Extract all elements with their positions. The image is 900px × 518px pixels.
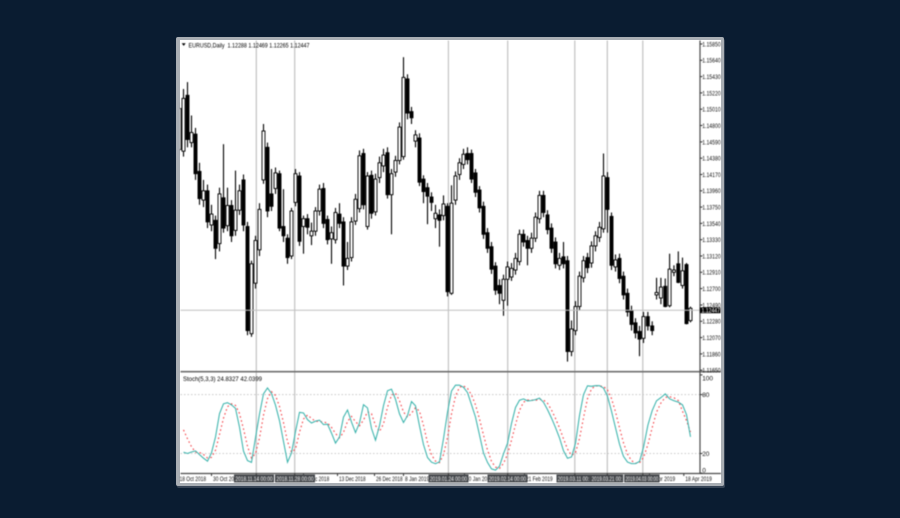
- svg-text:18 Oct 2018: 18 Oct 2018: [180, 476, 206, 483]
- svg-text:1.15220: 1.15220: [702, 90, 721, 97]
- svg-text:1.12700: 1.12700: [702, 286, 721, 293]
- svg-text:1.12280: 1.12280: [702, 319, 721, 326]
- svg-text:1.15010: 1.15010: [702, 107, 721, 114]
- svg-text:6 Dec 2018: 6 Dec 2018: [305, 476, 329, 483]
- svg-text:1.11650: 1.11650: [702, 368, 721, 375]
- svg-text:13 Dec 2018: 13 Dec 2018: [339, 476, 366, 483]
- svg-text:26 Dec 2018: 26 Dec 2018: [376, 476, 403, 483]
- svg-text:30 Jan 2019: 30 Jan 2019: [466, 476, 493, 483]
- svg-text:2019.04.03 00:00: 2019.04.03 00:00: [625, 476, 658, 483]
- svg-text:2019.02.14 00:00: 2019.02.14 00:00: [488, 476, 526, 483]
- svg-text:2018.11.14 00:00: 2018.11.14 00:00: [235, 476, 273, 483]
- svg-text:2019.03.11 00:: 2019.03.11 00:: [557, 476, 589, 483]
- svg-text:1.14800: 1.14800: [702, 123, 721, 130]
- svg-text:21 Feb 2019: 21 Feb 2019: [526, 476, 553, 483]
- svg-text:1.13120: 1.13120: [702, 253, 721, 260]
- svg-text:2019.03.21 00:: 2019.03.21 00:: [591, 476, 622, 483]
- svg-text:1.14170: 1.14170: [702, 172, 721, 179]
- svg-text:1.13540: 1.13540: [702, 221, 721, 228]
- svg-text:1.15430: 1.15430: [702, 74, 721, 81]
- svg-text:1.12910: 1.12910: [702, 270, 721, 277]
- svg-text:2018.11.28 00:00: 2018.11.28 00:00: [276, 476, 314, 483]
- svg-text:2019.01.24 00:00: 2019.01.24 00:00: [429, 476, 467, 483]
- svg-text:1.12070: 1.12070: [702, 335, 721, 342]
- svg-text:1.13750: 1.13750: [702, 205, 721, 212]
- svg-text:1 Apr 2019: 1 Apr 2019: [651, 476, 675, 483]
- svg-text:0: 0: [702, 468, 706, 475]
- svg-text:100: 100: [702, 375, 713, 382]
- svg-text:20: 20: [702, 451, 710, 458]
- svg-text:1.11860: 1.11860: [702, 351, 721, 358]
- svg-text:EURUSD,Daily 1.12288 1.12469: EURUSD,Daily 1.12288 1.12469 1.12265 1.1…: [188, 42, 309, 49]
- svg-text:1.15640: 1.15640: [702, 58, 721, 65]
- svg-text:8 Jan 2019: 8 Jan 2019: [405, 476, 429, 483]
- svg-text:1.14380: 1.14380: [702, 156, 721, 163]
- svg-text:1.13960: 1.13960: [702, 188, 721, 195]
- svg-text:80: 80: [702, 392, 710, 399]
- svg-text:1.14590: 1.14590: [702, 139, 721, 146]
- svg-text:Stoch(5,3,3) 24.8327 42.0399: Stoch(5,3,3) 24.8327 42.0399: [183, 376, 262, 383]
- svg-text:1.15850: 1.15850: [702, 41, 721, 48]
- svg-text:1.12447: 1.12447: [701, 308, 720, 315]
- svg-text:1.12490: 1.12490: [702, 302, 721, 309]
- svg-text:1.13330: 1.13330: [702, 237, 721, 244]
- svg-text:18 Apr 2019: 18 Apr 2019: [685, 476, 712, 483]
- svg-text:30 Oct 2018: 30 Oct 2018: [213, 476, 240, 483]
